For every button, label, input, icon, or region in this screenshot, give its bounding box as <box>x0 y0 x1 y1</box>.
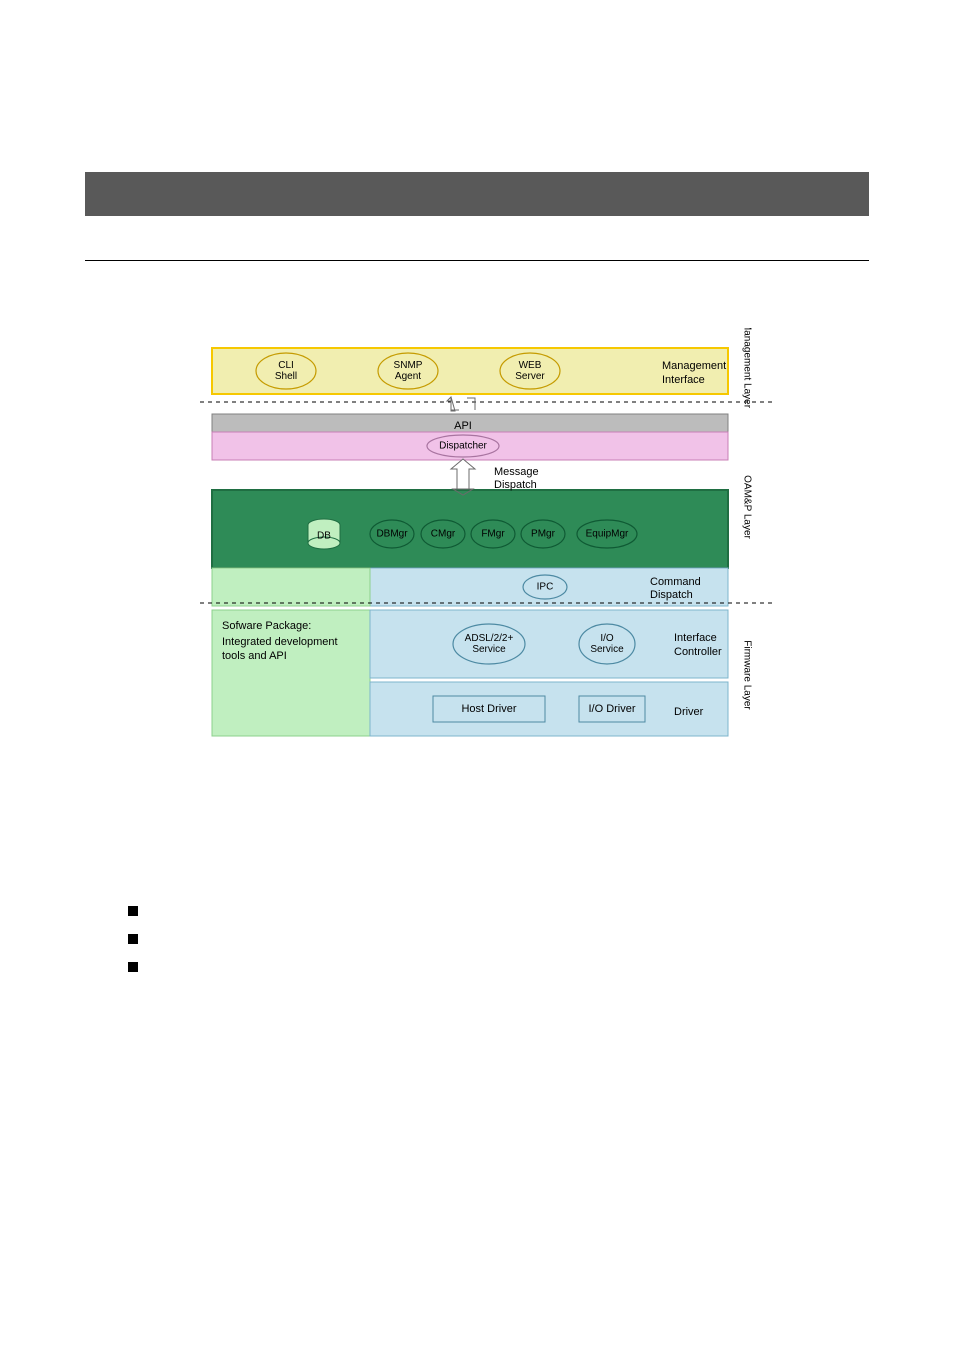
svg-text:Dispatch: Dispatch <box>494 479 537 491</box>
svg-text:WEB: WEB <box>519 360 542 371</box>
svg-text:PMgr: PMgr <box>531 529 556 540</box>
svg-text:I/O Driver: I/O Driver <box>588 703 635 715</box>
svg-text:Shell: Shell <box>275 371 297 382</box>
svg-text:Management: Management <box>662 360 726 372</box>
svg-text:API: API <box>454 420 472 432</box>
svg-text:Interface: Interface <box>674 632 717 644</box>
bullet-item <box>128 934 138 944</box>
svg-text:Server: Server <box>515 371 545 382</box>
horizontal-rule <box>85 260 869 261</box>
svg-text:tools and API: tools and API <box>222 650 287 662</box>
svg-text:ADSL/2/2+: ADSL/2/2+ <box>465 633 514 644</box>
svg-text:DB: DB <box>317 531 331 542</box>
svg-text:Agent: Agent <box>395 371 421 382</box>
svg-text:Service: Service <box>472 644 506 655</box>
diagram-svg: Management Layer OAM&P Layer Firmware Laye… <box>200 328 772 738</box>
svg-text:CLI: CLI <box>278 360 294 371</box>
bullet-item <box>128 906 138 916</box>
svg-text:Service: Service <box>590 644 624 655</box>
svg-text:Dispatcher: Dispatcher <box>439 441 487 452</box>
svg-text:Management Layer: Management Layer <box>741 328 752 409</box>
svg-text:CMgr: CMgr <box>431 529 456 540</box>
svg-text:Driver: Driver <box>674 706 704 718</box>
svg-text:DBMgr: DBMgr <box>376 529 408 540</box>
svg-text:Interface: Interface <box>662 374 705 386</box>
title-bar-1 <box>85 172 869 216</box>
svg-text:SNMP: SNMP <box>394 360 423 371</box>
svg-text:Sofware Package:: Sofware Package: <box>222 620 311 632</box>
svg-text:Command: Command <box>650 576 701 588</box>
svg-text:Firmware Layer: Firmware Layer <box>741 640 752 710</box>
bullet-item <box>128 962 138 972</box>
svg-text:Integrated development: Integrated development <box>222 636 338 648</box>
svg-text:Host Driver: Host Driver <box>461 703 516 715</box>
svg-text:EquipMgr: EquipMgr <box>586 529 629 540</box>
svg-text:FMgr: FMgr <box>481 529 505 540</box>
svg-text:Message: Message <box>494 466 539 478</box>
page: Management Layer OAM&P Layer Firmware Laye… <box>0 0 954 1350</box>
architecture-diagram: Management Layer OAM&P Layer Firmware Laye… <box>200 328 772 738</box>
svg-text:Controller: Controller <box>674 646 722 658</box>
svg-text:Dispatch: Dispatch <box>650 589 693 601</box>
svg-text:OAM&P Layer: OAM&P Layer <box>741 475 752 539</box>
svg-text:I/O: I/O <box>600 633 614 644</box>
svg-text:IPC: IPC <box>537 582 554 593</box>
